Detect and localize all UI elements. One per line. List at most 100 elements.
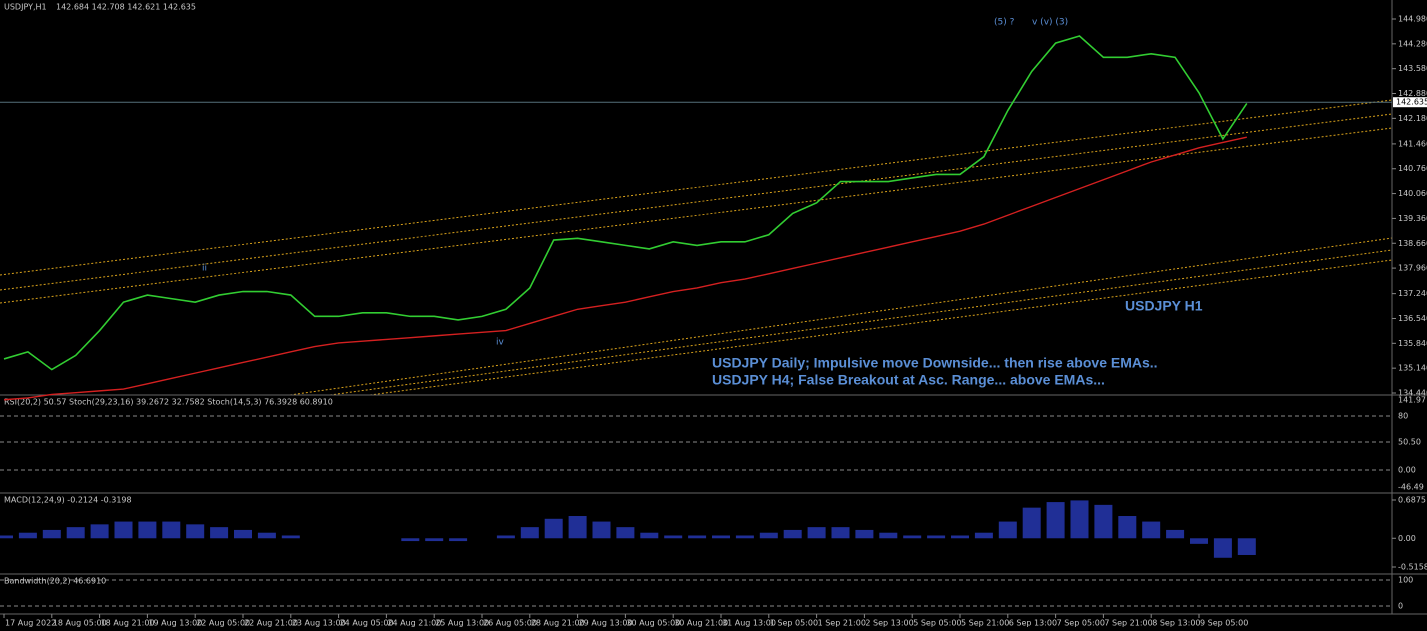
y-tick-label: 137.960 [1398, 264, 1427, 273]
macd-bar [90, 524, 109, 539]
y-tick-label: 139.360 [1398, 214, 1427, 223]
y-tick-label: -0.5158 [1398, 563, 1427, 572]
note: USDJPY Daily; Impulsive move Downside...… [712, 355, 1158, 371]
macd-bar [281, 535, 300, 539]
macd-bar [759, 532, 778, 539]
panel-axis-label: 0.00 [1398, 466, 1416, 475]
macd-bar [783, 529, 802, 539]
macd-bar [1142, 521, 1161, 539]
panel-axis-label: -46.49 [1398, 483, 1424, 492]
macd-bar [449, 538, 468, 542]
panel-title: Bandwidth(20,2) 46.6910 [4, 577, 106, 586]
macd-bar [520, 527, 539, 539]
macd-bar [544, 518, 563, 539]
x-tick-label: 26 Aug 05:00 [483, 619, 537, 628]
macd-bar [1237, 538, 1256, 555]
x-tick-label: 7 Sep 21:00 [1104, 619, 1152, 628]
macd-bar [18, 532, 37, 539]
macd-bar [138, 521, 157, 539]
y-tick-label: 140.060 [1398, 189, 1427, 198]
indicator-levels [0, 415, 1392, 607]
y-tick-label: 144.280 [1398, 39, 1427, 48]
macd-bar [735, 535, 754, 539]
x-tick-label: 8 Sep 13:00 [1152, 619, 1200, 628]
macd-bar [66, 527, 85, 539]
x-tick-label: 22 Aug 05:00 [196, 619, 250, 628]
macd-bar [1190, 538, 1208, 544]
macd-bar [664, 535, 683, 539]
macd-bar [688, 535, 707, 539]
macd-bar [1213, 538, 1232, 558]
macd-bar [1094, 504, 1113, 539]
macd-bar [401, 538, 420, 542]
macd-bar [1046, 502, 1065, 539]
macd-bar [0, 535, 13, 539]
wave-label: v (v) (3) [1032, 18, 1068, 28]
y-tick-label: 138.660 [1398, 239, 1427, 248]
y-tick-label: 140.760 [1398, 164, 1427, 173]
macd-bar [640, 532, 659, 539]
macd-bar [879, 532, 898, 539]
y-tick-label: 144.980 [1398, 15, 1427, 24]
y-tick-label: 143.580 [1398, 64, 1427, 73]
x-tick-label: 19 Aug 13:00 [148, 619, 202, 628]
y-tick-label: 136.540 [1398, 314, 1427, 323]
price-line-series [3, 136, 1247, 401]
y-tick-label: 142.880 [1398, 89, 1427, 98]
x-tick-label: 6 Sep 13:00 [1009, 619, 1057, 628]
price-box [1393, 97, 1427, 108]
x-tick-label: 25 Aug 13:00 [435, 619, 489, 628]
x-tick-label: 1 Sep 05:00 [770, 619, 818, 628]
macd-bar [114, 521, 133, 539]
y-tick-label: 141.460 [1398, 139, 1427, 148]
x-tick-label: 23 Aug 13:00 [292, 619, 346, 628]
macd-bar [998, 521, 1017, 539]
note: USDJPY H4; False Breakout at Asc. Range.… [712, 372, 1105, 388]
macd-bar [1022, 507, 1041, 539]
macd-bar [1118, 516, 1137, 539]
macd-bar [1166, 529, 1185, 539]
wave-label: ii [202, 264, 207, 274]
x-tick-label: 5 Sep 21:00 [961, 619, 1009, 628]
wave-label: (5) ? [994, 18, 1015, 28]
x-tick-label: 2 Sep 13:00 [865, 619, 913, 628]
y-tick-label: 0.6875 [1398, 496, 1426, 505]
macd-bar [162, 521, 181, 539]
x-tick-label: 22 Aug 21:00 [244, 619, 298, 628]
panel-axis-label: 141.97 [1398, 396, 1426, 405]
y-tick-label: 135.140 [1398, 364, 1427, 373]
panel-title: MACD(12,24,9) -0.2124 -0.3198 [4, 496, 132, 505]
x-tick-label: 7 Sep 05:00 [1057, 619, 1105, 628]
y-tick-label: 137.240 [1398, 289, 1427, 298]
macd-bar [712, 535, 730, 539]
x-tick-label: 18 Aug 21:00 [101, 619, 155, 628]
panel-axis-label: 0 [1398, 602, 1403, 611]
x-tick-label: 9 Sep 05:00 [1200, 619, 1248, 628]
y-tick-label: 0.00 [1398, 534, 1416, 543]
wave-label: iv [496, 338, 505, 348]
panel-axis-label: 80 [1398, 412, 1408, 421]
x-tick-label: 5 Sep 05:00 [913, 619, 961, 628]
x-tick-label: 31 Aug 13:00 [722, 619, 776, 628]
x-tick-label: 1 Sep 21:00 [818, 619, 866, 628]
x-tick-label: 24 Aug 05:00 [340, 619, 394, 628]
panel-axis-label: 50.50 [1398, 438, 1421, 447]
panel-title: RSI(20,2) 50.57 Stoch(29,23,16) 39.2672 … [4, 398, 333, 407]
chart-label: USDJPY H1 [1125, 298, 1203, 314]
x-tick-label: 30 Aug 21:00 [674, 619, 728, 628]
macd-bar [1070, 500, 1089, 539]
x-tick-label: 29 Aug 13:00 [579, 619, 633, 628]
symbol: USDJPY,H1 [4, 3, 47, 12]
macd-bar [616, 527, 635, 539]
macd-bar [855, 529, 874, 539]
x-tick-label: 24 Aug 21:00 [387, 619, 441, 628]
macd-bar [903, 535, 922, 539]
y-tick-label: 134.440 [1398, 389, 1427, 398]
macd-bar [568, 516, 587, 539]
macd-bar [807, 527, 826, 539]
macd-bar [927, 535, 946, 539]
macd-bar [210, 527, 229, 539]
price-label: 142.635 [1396, 98, 1427, 107]
